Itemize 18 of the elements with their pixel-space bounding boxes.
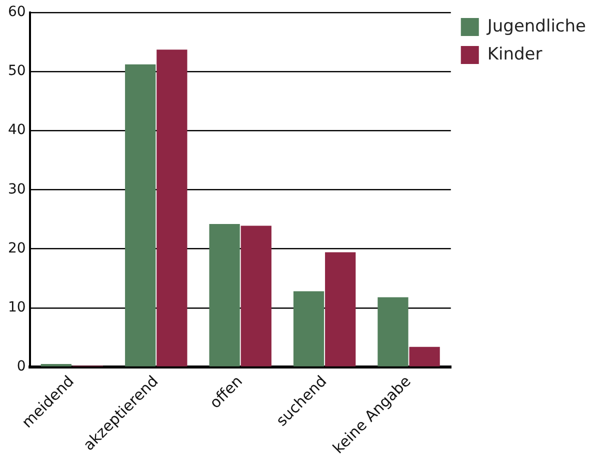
y-tick-label: 10 bbox=[8, 299, 26, 316]
bar bbox=[240, 226, 272, 366]
bar bbox=[125, 64, 156, 366]
y-tick-label: 60 bbox=[8, 4, 26, 20]
y-tick-label: 50 bbox=[8, 63, 26, 80]
y-tick-label: 0 bbox=[16, 358, 26, 375]
y-tick-label: 40 bbox=[8, 122, 26, 138]
bar bbox=[409, 346, 440, 366]
bar bbox=[325, 252, 356, 366]
legend-label: Jugendliche bbox=[486, 16, 586, 36]
bar bbox=[40, 364, 72, 366]
legend-label: Kinder bbox=[487, 44, 542, 64]
bar bbox=[209, 224, 240, 366]
bar bbox=[378, 297, 408, 366]
y-tick-label: 30 bbox=[8, 181, 26, 198]
bar bbox=[156, 50, 188, 366]
bar bbox=[293, 291, 324, 366]
y-tick-label: 20 bbox=[8, 240, 26, 256]
